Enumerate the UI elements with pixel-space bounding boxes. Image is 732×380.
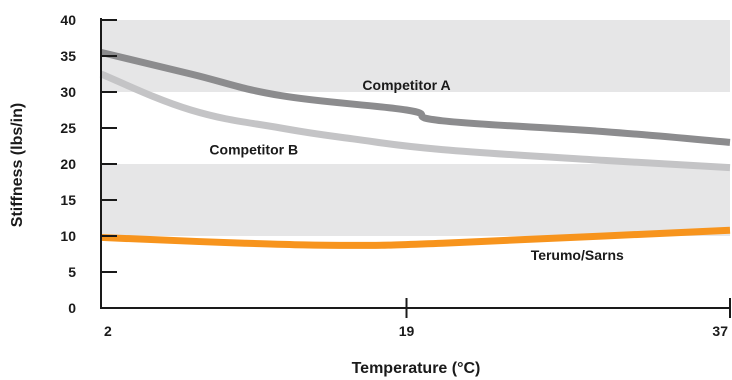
y-tick-label: 40 [60,12,76,28]
y-tick-label: 5 [68,264,76,280]
y-tick-label: 15 [60,192,76,208]
x-axis-title: Temperature (°C) [352,360,481,377]
series-label-terumo-sarns: Terumo/Sarns [531,247,624,263]
x-tick-label: 19 [399,323,415,339]
y-axis-title: Stiffness (lbs/in) [9,103,26,227]
series-labels: Competitor A Competitor B Terumo/Sarns [209,77,624,263]
y-tick-label: 30 [60,84,76,100]
y-tick-label: 25 [60,120,76,136]
background-bands [101,20,730,236]
x-tick-label: 37 [712,323,728,339]
axes [100,18,731,318]
series-line-competitor-a [100,48,731,146]
series-line-competitor-b [99,70,731,172]
y-tick-label: 20 [60,156,76,172]
y-tick-label: 35 [60,48,76,64]
series-label-competitor-b: Competitor B [209,142,298,158]
x-tick-labels: 2 19 37 [104,323,728,339]
x-tick-label: 2 [104,323,112,339]
y-tick-labels: 0 5 10 15 20 25 30 35 40 [60,12,76,316]
y-tick-label: 0 [68,300,76,316]
series-label-competitor-a: Competitor A [362,77,450,93]
band-1 [101,164,730,236]
series-lines [99,48,731,249]
y-tick-label: 10 [60,228,76,244]
series-line-terumo-sarns [100,226,731,249]
